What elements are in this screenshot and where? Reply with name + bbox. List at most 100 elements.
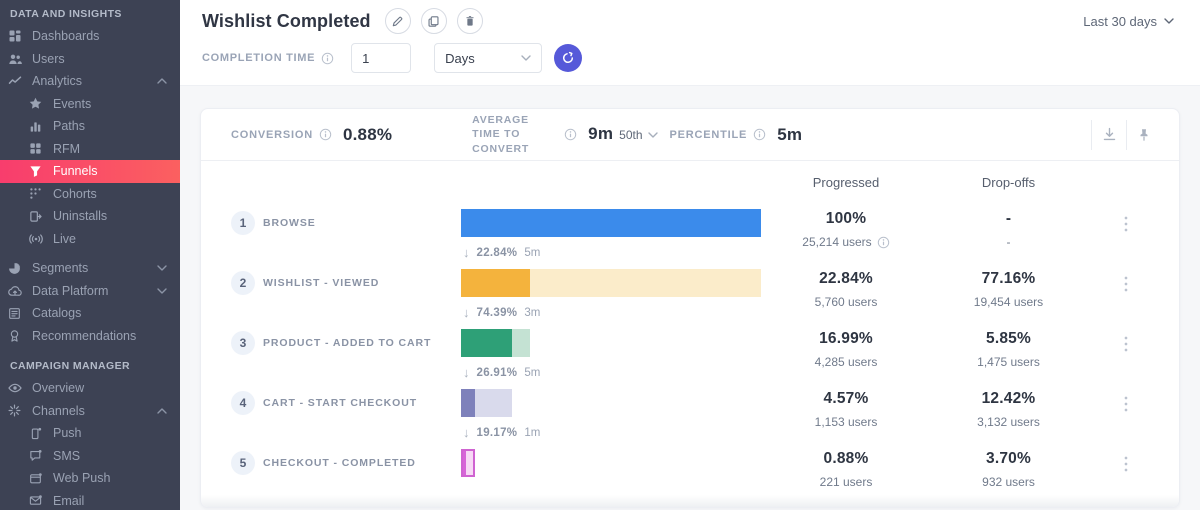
kebab-icon xyxy=(1124,216,1128,232)
step-number: 4 xyxy=(231,391,255,415)
sidebar-item-recommendations[interactable]: Recommendations xyxy=(0,325,180,348)
down-arrow-icon: ↓ xyxy=(463,245,470,260)
funnel-bar-filled xyxy=(461,389,475,417)
row-menu-button[interactable] xyxy=(1116,393,1136,415)
step-cell: 2 WISHLIST - VIEWED xyxy=(231,263,461,303)
progressed-users: 5,760 users xyxy=(814,295,878,309)
download-icon xyxy=(1102,127,1117,142)
progressed-percent: 100% xyxy=(825,210,867,227)
date-range-label: Last 30 days xyxy=(1083,13,1157,29)
dropoff-connector: ↓ 26.91% 5m xyxy=(463,365,540,380)
sidebar-item-label: Cohorts xyxy=(53,186,97,201)
sidebar-item-data-platform[interactable]: Data Platform xyxy=(0,280,180,303)
pin-button[interactable] xyxy=(1127,118,1161,152)
funnel-bar-step-4[interactable] xyxy=(461,389,512,417)
sidebar-item-analytics[interactable]: Analytics xyxy=(0,70,180,93)
rfm-icon xyxy=(28,141,43,156)
date-range-selector[interactable]: Last 30 days xyxy=(1083,14,1174,29)
sidebar-item-web-push[interactable]: Web Push xyxy=(0,467,180,490)
users-icon xyxy=(7,51,22,66)
sidebar-item-rfm[interactable]: RFM xyxy=(0,138,180,161)
sidebar-item-uninstalls[interactable]: Uninstalls xyxy=(0,205,180,228)
funnel-row-step-4: 4 CART - START CHECKOUT ↓ 19.17% 1m 4.57% 1,15… xyxy=(201,383,1179,443)
kebab-icon xyxy=(1124,396,1128,412)
sidebar-item-events[interactable]: Events xyxy=(0,93,180,116)
sidebar-item-dashboards[interactable]: Dashboards xyxy=(0,25,180,48)
funnel-bar-step-5[interactable] xyxy=(461,449,475,477)
channels-icon xyxy=(7,403,22,418)
sidebar-item-push[interactable]: Push xyxy=(0,422,180,445)
completion-time-unit-select[interactable]: Days xyxy=(434,43,543,73)
conversion-label: CONVERSION xyxy=(231,128,313,141)
sidebar-item-catalogs[interactable]: Catalogs xyxy=(0,302,180,325)
info-icon[interactable] xyxy=(319,128,332,141)
sidebar-item-paths[interactable]: Paths xyxy=(0,115,180,138)
connector-time: 3m xyxy=(524,306,541,319)
sidebar-item-email[interactable]: Email xyxy=(0,490,180,510)
avg-time-stat: AVERAGE TIME TO CONVERT 9m xyxy=(472,113,613,156)
funnel-bar-step-2[interactable] xyxy=(461,269,761,297)
topbar: Wishlist Completed Last 30 days COMPLETI… xyxy=(180,0,1200,86)
dropoff-cell: -- xyxy=(931,203,1086,263)
sidebar-item-label: Dashboards xyxy=(32,29,100,44)
info-icon[interactable] xyxy=(321,52,334,65)
sidebar-item-label: Live xyxy=(53,231,76,246)
card-actions xyxy=(1091,118,1161,152)
chevron-down-icon xyxy=(647,131,658,138)
sidebar-item-label: Events xyxy=(53,96,92,111)
sidebar-item-segments[interactable]: Segments xyxy=(0,257,180,280)
sidebar-item-users[interactable]: Users xyxy=(0,48,180,71)
sidebar-item-funnels[interactable]: Funnels xyxy=(0,160,180,183)
progressed-percent: 22.84% xyxy=(819,270,873,287)
sidebar-item-sms[interactable]: SMS xyxy=(0,445,180,468)
chevron-down-icon xyxy=(521,55,531,61)
step-label: CHECKOUT - COMPLETED xyxy=(263,457,416,469)
funnel-bar-step-1[interactable] xyxy=(461,209,761,237)
sidebar-item-label: Funnels xyxy=(53,164,98,179)
data-platform-icon xyxy=(7,283,22,298)
dropoff-cell: 77.16% 19,454 users xyxy=(931,263,1086,323)
funnel-bar-filled xyxy=(461,329,512,357)
chevron-up-icon xyxy=(157,78,167,84)
kebab-icon xyxy=(1124,336,1128,352)
connector-percent: 74.39% xyxy=(476,306,518,319)
segments-icon xyxy=(7,261,22,276)
dropoff-connector: ↓ 19.17% 1m xyxy=(463,425,540,440)
delete-funnel-button[interactable] xyxy=(456,8,483,34)
duplicate-funnel-button[interactable] xyxy=(420,8,447,34)
percentile-stat: 50th PERCENTILE 5m xyxy=(619,125,802,145)
sidebar-section-header: DATA AND INSIGHTS xyxy=(10,8,122,20)
sms-icon xyxy=(28,448,43,463)
uninstalls-icon xyxy=(28,209,43,224)
dropoff-percent: 77.16% xyxy=(981,270,1036,287)
sidebar-section-header: CAMPAIGN MANAGER xyxy=(10,360,130,372)
percentile-selector[interactable]: 50th xyxy=(619,128,658,142)
row-menu-button[interactable] xyxy=(1116,333,1136,355)
info-icon[interactable] xyxy=(564,128,577,141)
edit-funnel-button[interactable] xyxy=(384,8,411,34)
progressed-users: 4,285 users xyxy=(814,355,878,369)
dropoff-cell: 12.42% 3,132 users xyxy=(931,383,1086,443)
sidebar-item-label: Recommendations xyxy=(32,328,137,343)
sidebar-item-overview[interactable]: Overview xyxy=(0,377,180,400)
info-icon[interactable] xyxy=(753,128,766,141)
row-menu-button[interactable] xyxy=(1116,213,1136,235)
chevron-down-icon xyxy=(157,265,167,271)
funnel-bar-step-3[interactable] xyxy=(461,329,530,357)
completion-time-input[interactable] xyxy=(351,43,412,73)
sidebar-item-cohorts[interactable]: Cohorts xyxy=(0,183,180,206)
bar-cell: ↓ 26.91% 5m xyxy=(461,323,761,383)
row-menu-button[interactable] xyxy=(1116,453,1136,475)
step-number: 2 xyxy=(231,271,255,295)
push-icon xyxy=(28,426,43,441)
download-button[interactable] xyxy=(1092,118,1126,152)
sidebar-item-channels[interactable]: Channels xyxy=(0,400,180,423)
refresh-button[interactable] xyxy=(554,44,583,72)
progressed-cell: 4.57% 1,153 users xyxy=(761,383,931,443)
sidebar-item-label: Overview xyxy=(32,381,85,396)
info-icon[interactable] xyxy=(877,236,890,249)
sidebar-item-live[interactable]: Live xyxy=(0,228,180,251)
funnel-row-step-1: 1 BROWSE ↓ 22.84% 5m 100% 25,214 users - - xyxy=(201,203,1179,263)
row-menu-button[interactable] xyxy=(1116,273,1136,295)
sidebar-item-label: Data Platform xyxy=(32,283,109,298)
